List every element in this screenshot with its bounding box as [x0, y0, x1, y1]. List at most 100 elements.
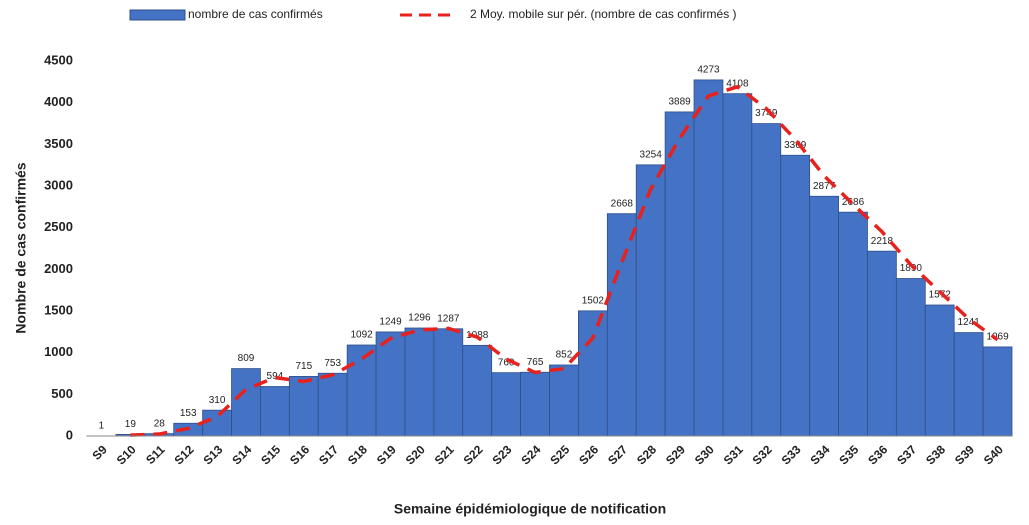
bar	[549, 364, 579, 437]
y-tick-label: 3000	[44, 177, 73, 192]
bar	[751, 123, 782, 437]
data-label: 4273	[697, 65, 720, 76]
data-label: 3889	[668, 97, 691, 108]
x-tick-label: S39	[952, 442, 977, 467]
x-tick-label: S33	[779, 442, 804, 467]
data-label: 19	[125, 419, 137, 430]
x-tick-label: S28	[634, 442, 659, 467]
data-label: 809	[238, 353, 255, 364]
bar	[982, 346, 1013, 437]
bar	[924, 304, 955, 437]
data-label: 1092	[350, 330, 373, 341]
data-label: 594	[267, 371, 284, 382]
data-label: 1296	[408, 313, 431, 324]
data-label: 2668	[611, 198, 634, 209]
x-tick-label: S12	[172, 442, 197, 467]
x-tick-label: S10	[114, 442, 139, 467]
bar	[578, 310, 608, 437]
x-tick-label: S9	[90, 442, 111, 463]
y-tick-label: 3500	[44, 136, 73, 151]
x-tick-label: S13	[200, 442, 225, 467]
legend-label: 2 Moy. mobile sur pér. (nombre de cas co…	[470, 7, 737, 21]
data-label: 753	[324, 358, 341, 369]
y-tick-label: 4000	[44, 94, 73, 109]
bar	[375, 331, 406, 437]
y-tick-label: 2000	[44, 261, 73, 276]
bar	[462, 344, 493, 437]
x-tick-label: S17	[316, 442, 341, 467]
bar	[491, 372, 521, 437]
data-label: 1241	[958, 317, 981, 328]
legend-label: nombre de cas confirmés	[188, 7, 323, 21]
x-tick-label: S20	[403, 442, 428, 467]
bar	[260, 386, 290, 437]
x-tick-label: S34	[807, 442, 832, 467]
y-tick-label: 2500	[44, 219, 73, 234]
y-tick-label: 500	[51, 386, 73, 401]
data-label: 1502	[582, 295, 605, 306]
x-tick-label: S21	[432, 442, 457, 467]
bar	[809, 195, 839, 437]
x-tick-label: S14	[229, 442, 254, 467]
data-label: 4108	[726, 78, 749, 89]
x-tick-label: S27	[605, 442, 630, 467]
data-label: 3254	[640, 149, 663, 160]
data-label: 1572	[929, 290, 952, 301]
x-axis-title: Semaine épidémiologique de notification	[394, 501, 666, 517]
bar	[838, 211, 868, 437]
data-label: 310	[209, 395, 226, 406]
data-label: 1249	[379, 317, 402, 328]
x-tick-label: S16	[287, 442, 312, 467]
bar	[953, 332, 984, 437]
bar	[288, 376, 319, 437]
x-tick-label: S19	[374, 442, 399, 467]
data-label: 2218	[871, 236, 894, 247]
bar	[722, 93, 753, 437]
y-tick-label: 1500	[44, 302, 73, 317]
bar	[606, 213, 637, 437]
bar	[202, 409, 232, 437]
data-label: 1	[99, 421, 105, 432]
data-label: 765	[527, 357, 544, 368]
y-tick-label: 0	[66, 427, 73, 442]
bar	[231, 368, 261, 437]
bar	[664, 111, 695, 437]
bar	[867, 250, 897, 437]
data-label: 760	[498, 357, 515, 368]
bar	[433, 328, 464, 437]
x-tick-label: S22	[461, 442, 486, 467]
x-tick-label: S26	[576, 442, 601, 467]
x-tick-label: S18	[345, 442, 370, 467]
legend-swatch	[129, 9, 186, 21]
bar	[317, 372, 348, 437]
data-label: 2686	[842, 197, 865, 208]
data-label: 1287	[437, 313, 460, 324]
x-tick-label: S24	[518, 442, 543, 467]
x-tick-label: S11	[143, 442, 168, 467]
x-tick-label: S32	[750, 442, 775, 467]
x-tick-label: S30	[692, 442, 717, 467]
data-label: 852	[556, 350, 573, 361]
data-label: 715	[295, 361, 312, 372]
x-tick-label: S23	[490, 442, 515, 467]
x-tick-label: S31	[721, 442, 746, 467]
bar	[780, 154, 811, 437]
x-tick-label: S40	[981, 442, 1006, 467]
bar	[635, 164, 666, 437]
data-label: 3749	[755, 108, 778, 119]
y-tick-label: 4500	[44, 52, 73, 67]
data-label: 3369	[784, 140, 807, 151]
x-tick-label: S38	[923, 442, 948, 467]
bar	[693, 79, 724, 437]
bar	[520, 371, 550, 437]
data-label: 1069	[986, 332, 1009, 343]
data-label: 1890	[900, 263, 923, 274]
bar	[895, 278, 926, 437]
data-label: 28	[154, 418, 166, 429]
x-tick-label: S29	[663, 442, 688, 467]
x-tick-label: S35	[836, 442, 861, 467]
x-tick-label: S37	[894, 442, 919, 467]
bar	[346, 344, 377, 437]
bar	[404, 327, 435, 437]
